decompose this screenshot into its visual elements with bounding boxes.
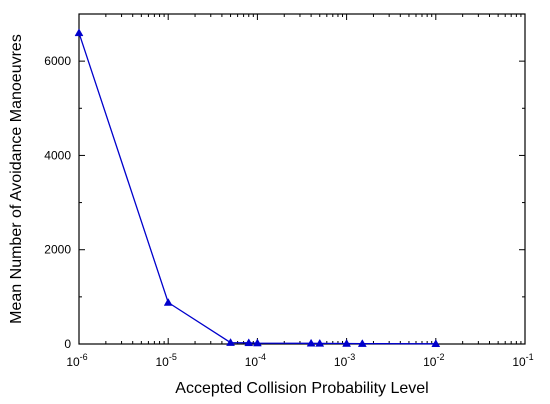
axis-ticks — [78, 14, 526, 345]
y-tick-label: 0 — [64, 337, 71, 351]
series-line — [78, 32, 436, 345]
x-tick-label: 10-3 — [334, 352, 355, 369]
y-tick-label: 4000 — [44, 148, 71, 162]
x-tick-label: 10-5 — [156, 352, 177, 369]
data-point-marker — [252, 338, 262, 347]
data-point-marker — [306, 338, 316, 347]
x-axis-title: Accepted Collision Probability Level — [175, 380, 428, 397]
x-tick-label: 10-4 — [245, 352, 266, 369]
y-tick-label: 6000 — [44, 54, 71, 68]
data-point-marker — [74, 28, 84, 37]
plot-frame — [78, 13, 526, 345]
data-point-marker — [357, 339, 367, 347]
series-markers — [74, 28, 441, 348]
data-point-marker — [226, 338, 235, 346]
axis-tick-labels: 10-6 10-5 10-4 10-3 10-2 10-1 0 2000 4000 6000 — [44, 54, 533, 369]
data-point-marker — [163, 298, 173, 306]
x-tick-label: 10-6 — [66, 352, 87, 369]
data-point-marker — [244, 338, 254, 347]
x-tick-label: 10-1 — [512, 352, 533, 369]
y-axis-title: Mean Number of Avoidance Manoeuvres — [8, 34, 25, 324]
data-point-marker — [342, 339, 352, 347]
data-point-marker — [315, 338, 325, 347]
x-tick-label: 10-2 — [423, 352, 444, 369]
y-tick-label: 2000 — [44, 243, 71, 257]
data-point-marker — [431, 339, 441, 348]
